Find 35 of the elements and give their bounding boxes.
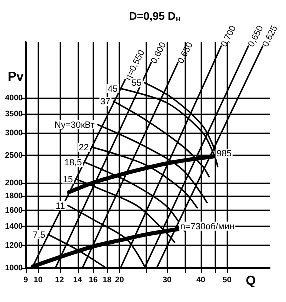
y-tick-label: 1000 (5, 264, 24, 272)
text: 0,700 (218, 24, 238, 49)
series-label: 15 (63, 174, 74, 184)
y-tick-label: 1400 (5, 222, 24, 232)
y-tick-label: 2000 (5, 178, 24, 188)
x-tick-label: 14 (73, 276, 83, 284)
series-label: 11 (56, 200, 66, 211)
series-label: 55 (132, 78, 142, 88)
x-tick-label: 9 (24, 276, 29, 284)
x-tick-label: 10 (34, 276, 44, 284)
series-label: Ny=30кВт (54, 120, 95, 130)
series-label: 7,5 (32, 230, 46, 240)
y-tick-label: 3000 (5, 128, 24, 138)
series-label: 18,5 (64, 158, 82, 168)
series-label: 45 (108, 84, 118, 94)
x-axis-title: Q (246, 273, 256, 288)
x-tick-label: 12 (55, 276, 65, 284)
x-tick-label: 18 (102, 276, 112, 284)
y-tick-label: 4000 (5, 93, 24, 102)
y-tick-label: 3500 (5, 110, 24, 119)
y-tick-label: 1600 (5, 206, 24, 215)
x-tick-label: 16 (89, 276, 99, 284)
text: 0,600 (148, 40, 168, 66)
x-tick-label: 40 (196, 276, 206, 284)
y-tick-label: 2500 (5, 150, 24, 160)
series-label: 22 (79, 142, 90, 152)
series-label: 37 (100, 96, 111, 107)
series-label: 985 (216, 148, 232, 158)
series-label: n=730об/мин (180, 221, 235, 232)
y-tick-label: 1800 (5, 191, 24, 200)
x-tick-label: 20 (115, 276, 125, 284)
y-axis-title: Pv (8, 69, 25, 84)
y-tick-label: 1200 (5, 241, 24, 250)
x-tick-label: 50 (222, 276, 232, 284)
x-tick-label: 30 (162, 276, 172, 284)
